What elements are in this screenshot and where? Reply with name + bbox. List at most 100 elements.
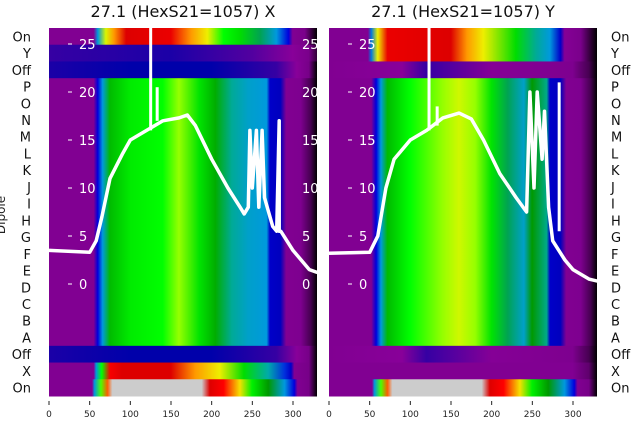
heatmap-row-1 — [49, 44, 317, 62]
x-tick-label: 300 — [564, 410, 581, 420]
row-label-right: I — [611, 198, 615, 213]
x-tick-label: 100 — [402, 410, 419, 420]
heatmap-row-0 — [49, 28, 317, 46]
heatmap-row-17 — [49, 312, 317, 330]
row-label-left: B — [22, 315, 31, 330]
x-tick-label: 250 — [244, 410, 261, 420]
overlay-y-tick-label: 15 — [359, 134, 376, 149]
heatmap-row-11 — [49, 212, 317, 230]
row-label-left: Off — [12, 348, 32, 363]
overlay-y-tick-label: 10 — [359, 182, 376, 197]
x-tick-label: 150 — [162, 410, 179, 420]
heatmap-row-20 — [49, 362, 317, 380]
row-label-right: H — [611, 214, 621, 229]
row-label-left: L — [24, 147, 32, 162]
row-label-left: Y — [22, 47, 31, 62]
overlay-y-tick-label: 5 — [359, 230, 367, 245]
overlay-y-tick-label: 5 — [79, 230, 87, 245]
row-label-left: H — [21, 214, 31, 229]
panel-title: 27.1 (HexS21=1057) X — [91, 2, 276, 21]
heatmap-row-2 — [329, 61, 597, 79]
row-label-left: I — [27, 198, 31, 213]
heatmap-row-17 — [329, 312, 597, 330]
row-label-right: O — [611, 97, 621, 112]
row-label-right: K — [611, 164, 620, 179]
row-label-right: C — [611, 298, 620, 313]
row-label-left: Off — [12, 64, 32, 79]
overlay-y-tick-label-clipped: 10 — [302, 182, 319, 197]
overlay-y-tick-label-clipped: 20 — [302, 86, 319, 101]
overlay-line — [329, 90, 597, 283]
row-label-left: M — [20, 131, 31, 146]
x-tick-label: 50 — [364, 410, 376, 420]
overlay-y-tick-label-clipped: 5 — [302, 230, 310, 245]
heatmap-row-11 — [329, 212, 597, 230]
heatmap-row-15 — [329, 278, 597, 297]
heatmap-row-12 — [329, 228, 597, 246]
x-tick-label: 300 — [284, 410, 301, 420]
heatmap-row-13 — [49, 245, 317, 263]
overlay-y-tick-label-clipped: 15 — [302, 134, 319, 149]
row-label-right: Off — [611, 348, 631, 363]
x-tick-label: 200 — [483, 410, 500, 420]
heatmap-row-15 — [49, 278, 317, 297]
overlay-y-tick-label: 20 — [79, 86, 96, 101]
heatmap-row-8 — [329, 161, 597, 180]
heatmap-row-14 — [49, 262, 317, 280]
row-label-left: K — [22, 164, 31, 179]
row-label-left: O — [21, 97, 31, 112]
row-label-left: F — [24, 248, 31, 263]
row-label-right: E — [611, 265, 619, 280]
overlay-y-tick-label: 20 — [359, 86, 376, 101]
row-label-right: G — [611, 231, 621, 246]
overlay-y-tick-label: 0 — [79, 278, 87, 293]
heatmap-row-18 — [329, 329, 597, 347]
heatmap-row-10 — [329, 195, 597, 213]
heatmap-row-20 — [329, 362, 597, 380]
heatmap-row-2 — [49, 61, 317, 79]
row-label-left: J — [26, 181, 31, 196]
y-axis-label: Dipole — [0, 196, 8, 234]
heatmap-row-12 — [49, 228, 317, 246]
row-label-left: On — [13, 30, 31, 45]
row-label-right: On — [611, 30, 629, 45]
row-label-right: On — [611, 382, 629, 397]
overlay-y-tick-label: 25 — [359, 38, 376, 53]
row-label-left: E — [23, 265, 31, 280]
heatmap-row-14 — [329, 262, 597, 280]
heatmap-row-0 — [329, 28, 597, 46]
x-tick-label: 50 — [84, 410, 96, 420]
row-label-left: X — [22, 365, 31, 380]
row-label-right: J — [610, 181, 615, 196]
row-label-left: C — [22, 298, 31, 313]
row-label-left: On — [13, 382, 31, 397]
heatmap-row-19 — [329, 345, 597, 364]
x-tick-label: 250 — [524, 410, 541, 420]
row-label-right: Y — [610, 47, 619, 62]
row-label-right: F — [611, 248, 618, 263]
row-label-right: A — [611, 331, 620, 346]
x-tick-label: 0 — [46, 410, 52, 420]
heatmap-row-16 — [329, 295, 597, 313]
heatmap-row-21 — [329, 379, 597, 397]
row-label-left: G — [21, 231, 31, 246]
heatmap-row-3 — [49, 78, 317, 96]
overlay-y-tick-label: 0 — [359, 278, 367, 293]
row-label-left: P — [23, 81, 31, 96]
heatmap-row-5 — [49, 111, 317, 129]
heatmap-row-9 — [329, 178, 597, 196]
row-label-right: B — [611, 315, 620, 330]
heatmap-row-16 — [49, 295, 317, 313]
overlay-y-tick-label: 10 — [79, 182, 96, 197]
heatmap-row-18 — [49, 329, 317, 347]
x-tick-label: 200 — [203, 410, 220, 420]
panel-title: 27.1 (HexS21=1057) Y — [371, 2, 555, 21]
row-label-right: N — [611, 114, 621, 129]
x-tick-label: 100 — [122, 410, 139, 420]
x-tick-label: 150 — [442, 410, 459, 420]
row-label-right: P — [611, 81, 619, 96]
row-label-left: N — [21, 114, 31, 129]
